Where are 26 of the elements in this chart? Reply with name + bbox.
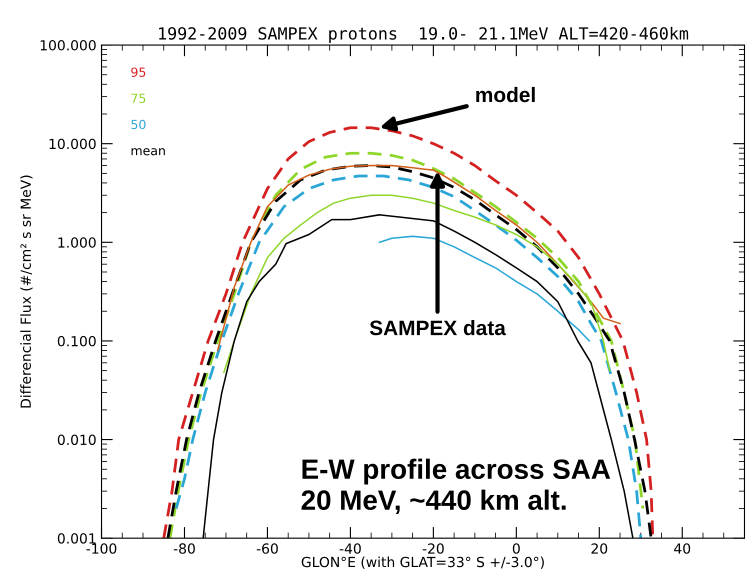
chart-title: 1992-2009 SAMPEX protons 19.0- 21.1MeV ALT=420-460km: [159, 26, 688, 43]
text: 95: [131, 67, 146, 77]
y-tick-label: 10.000: [50, 138, 96, 150]
x-tick-label: 40: [674, 543, 690, 554]
text: 50: [131, 120, 146, 130]
line-series: [216, 164, 621, 352]
x-tick-label: -40: [340, 543, 361, 554]
x-tick-label: 20: [591, 543, 608, 554]
annotation: E-W profile across SAA 20 MeV, ~440 km alt.: [302, 458, 610, 514]
annotation: SAMPEX data: [370, 320, 506, 336]
line-series: [223, 194, 610, 374]
x-tick-label: -60: [256, 543, 278, 554]
y-tick-label: 100.000: [40, 40, 96, 51]
x-axis-title: GLON°E (with GLAT=33° S +/-3.0°): [302, 556, 544, 569]
x-tick-label: -80: [174, 543, 195, 554]
y-axis-title: Differencial Flux (#/cm² s sr MeV): [20, 176, 33, 408]
text: 75: [131, 94, 146, 104]
y-tick-label: 1.000: [58, 237, 96, 248]
annotation: model: [476, 86, 535, 102]
y-tick-label: 0.010: [58, 434, 96, 446]
y-tick-label: 0.001: [58, 533, 96, 544]
x-tick-label: 0: [512, 543, 520, 554]
y-tick-label: 0.100: [58, 336, 96, 346]
x-tick-label: -20: [422, 543, 444, 554]
text: mean: [132, 148, 165, 156]
x-tick-label: -100: [86, 543, 116, 554]
